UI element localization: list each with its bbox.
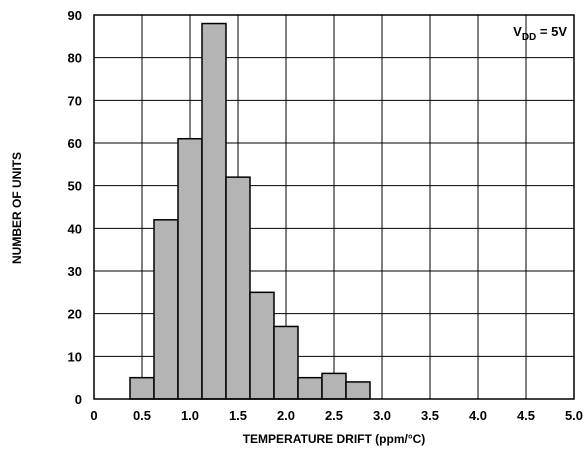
histogram-bar xyxy=(249,291,275,400)
x-tick-label: 5.0 xyxy=(565,408,583,423)
bars xyxy=(129,22,371,400)
x-tick-label: 4.5 xyxy=(517,408,535,423)
x-tick-labels: 0 0.5 1.0 1.5 2.0 2.5 3.0 3.5 4.0 4.5 5.0 xyxy=(90,408,583,423)
histogram-bar xyxy=(297,376,323,400)
x-tick-label: 1.0 xyxy=(181,408,199,423)
histogram-bar xyxy=(177,137,203,400)
histogram-bar xyxy=(201,22,227,400)
y-tick-label: 70 xyxy=(68,93,82,108)
x-tick-label: 2.0 xyxy=(277,408,295,423)
y-axis-title: NUMBER OF UNITS xyxy=(10,152,24,264)
x-axis-title: TEMPERATURE DRIFT (ppm/°C) xyxy=(243,432,426,446)
plot-border xyxy=(93,14,575,400)
x-tick-label: 0 xyxy=(90,408,97,423)
svg-text:VDD = 5V: VDD = 5V xyxy=(513,24,567,43)
x-tick-label: 4.0 xyxy=(469,408,487,423)
x-tick-label: 3.5 xyxy=(421,408,439,423)
y-tick-label: 60 xyxy=(68,136,82,151)
y-tick-label: 30 xyxy=(68,264,82,279)
vdd-annotation-base: V xyxy=(513,24,522,39)
x-tick-label: 3.0 xyxy=(373,408,391,423)
y-tick-label: 20 xyxy=(68,307,82,322)
x-tick-label: 0.5 xyxy=(133,408,151,423)
vdd-annotation-rest: = 5V xyxy=(536,24,567,39)
histogram-bar xyxy=(225,176,251,400)
histogram-bar xyxy=(273,325,299,400)
y-tick-label: 50 xyxy=(68,179,82,194)
y-tick-label: 80 xyxy=(68,51,82,66)
x-tick-label: 2.5 xyxy=(325,408,343,423)
y-tick-label: 40 xyxy=(68,221,82,236)
histogram-bar xyxy=(153,219,179,400)
x-tick-label: 1.5 xyxy=(229,408,247,423)
plot-frame xyxy=(93,14,575,400)
histogram-bar xyxy=(321,372,347,400)
vdd-annotation: VDD = 5V xyxy=(513,24,567,43)
histogram-bar xyxy=(345,381,371,400)
y-tick-label: 0 xyxy=(75,392,82,407)
y-tick-label: 10 xyxy=(68,349,82,364)
y-tick-labels: 0 10 20 30 40 50 60 70 80 90 xyxy=(68,8,82,407)
vdd-annotation-subscript: DD xyxy=(522,32,536,43)
y-tick-label: 90 xyxy=(68,8,82,23)
histogram-bar xyxy=(129,376,155,400)
